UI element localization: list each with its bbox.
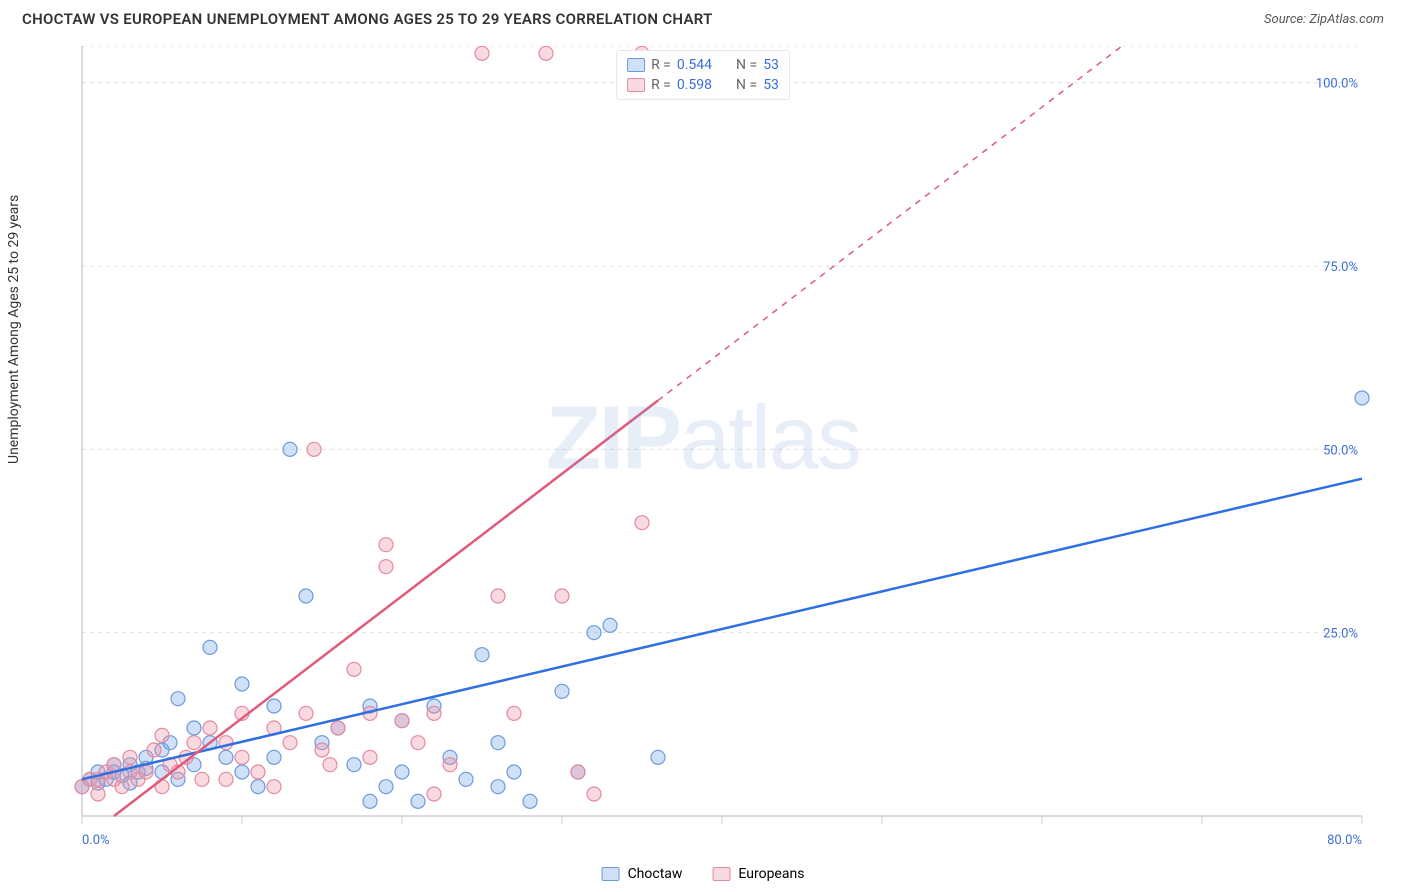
data-point [235,677,249,691]
data-point [523,794,537,808]
data-point [235,750,249,764]
data-point [507,765,521,779]
legend-n-label: N = [736,57,757,73]
legend-n-value: 53 [763,57,779,73]
legend-swatch [627,78,645,92]
data-point [235,765,249,779]
data-point [123,750,137,764]
data-point [203,721,217,735]
data-point [139,765,153,779]
data-point [363,794,377,808]
correlation-legend: R = 0.544 N = 53 R = 0.598 N = 53 [616,50,790,100]
source-attribution: Source: ZipAtlas.com [1264,12,1384,27]
y-axis-label: Unemployment Among Ages 25 to 29 years [6,195,22,464]
data-point [443,758,457,772]
legend-r-label: R = [651,77,671,93]
legend-label: Europeans [738,866,804,882]
x-tick-label: 80.0% [1327,833,1362,848]
data-point [331,721,345,735]
data-point [171,692,185,706]
legend-row: R = 0.598 N = 53 [627,75,779,95]
data-point [299,706,313,720]
data-point [427,706,441,720]
data-point [459,772,473,786]
data-point [555,684,569,698]
data-point [491,589,505,603]
data-point [267,699,281,713]
data-point [507,706,521,720]
data-point [315,743,329,757]
data-point [299,589,313,603]
data-point [267,750,281,764]
data-point [1355,391,1369,405]
data-point [539,46,553,60]
data-point [91,787,105,801]
data-point [475,46,489,60]
data-point [363,750,377,764]
legend-item: Choctaw [602,866,683,882]
legend-r-value: 0.598 [677,77,712,93]
data-point [651,750,665,764]
legend-n-value: 53 [763,77,779,93]
data-point [491,780,505,794]
legend-item: Europeans [712,866,804,882]
data-point [323,758,337,772]
chart-header: CHOCTAW VS EUROPEAN UNEMPLOYMENT AMONG A… [0,0,1406,34]
legend-row: R = 0.544 N = 53 [627,55,779,75]
data-point [587,626,601,640]
data-point [203,640,217,654]
data-point [379,780,393,794]
data-point [411,736,425,750]
regression-line [114,400,658,816]
data-point [347,662,361,676]
y-tick-label: 50.0% [1323,443,1358,458]
y-tick-label: 25.0% [1323,627,1358,642]
data-point [379,560,393,574]
legend-n-label: N = [736,77,757,93]
legend-swatch [627,58,645,72]
data-point [283,442,297,456]
data-point [195,772,209,786]
chart-area: Unemployment Among Ages 25 to 29 years 2… [22,46,1384,882]
data-point [395,714,409,728]
data-point [491,736,505,750]
data-point [251,765,265,779]
data-point [187,721,201,735]
data-point [347,758,361,772]
data-point [411,794,425,808]
y-tick-label: 100.0% [1316,77,1358,92]
scatter-chart: 25.0% 50.0% 75.0% 100.0% 0.0% 80.0% [22,46,1384,882]
data-point [283,736,297,750]
data-point [307,442,321,456]
chart-title: CHOCTAW VS EUROPEAN UNEMPLOYMENT AMONG A… [22,10,713,28]
legend-r-label: R = [651,57,671,73]
data-point [635,516,649,530]
legend-label: Choctaw [628,866,683,882]
legend-r-value: 0.544 [677,57,712,73]
data-point [379,538,393,552]
legend-swatch [712,867,730,881]
legend-swatch [602,867,620,881]
data-point [251,780,265,794]
data-point [571,765,585,779]
data-point [427,787,441,801]
data-point [587,787,601,801]
data-point [603,618,617,632]
data-point [155,728,169,742]
x-tick-label: 0.0% [82,833,110,848]
series-legend: Choctaw Europeans [602,866,805,882]
data-point [555,589,569,603]
data-point [219,750,233,764]
data-point [267,780,281,794]
data-point [219,772,233,786]
data-point [395,765,409,779]
data-point [475,648,489,662]
y-tick-label: 75.0% [1323,260,1358,275]
regression-line [82,479,1362,780]
data-point [115,780,129,794]
data-point [147,743,161,757]
data-point [187,736,201,750]
